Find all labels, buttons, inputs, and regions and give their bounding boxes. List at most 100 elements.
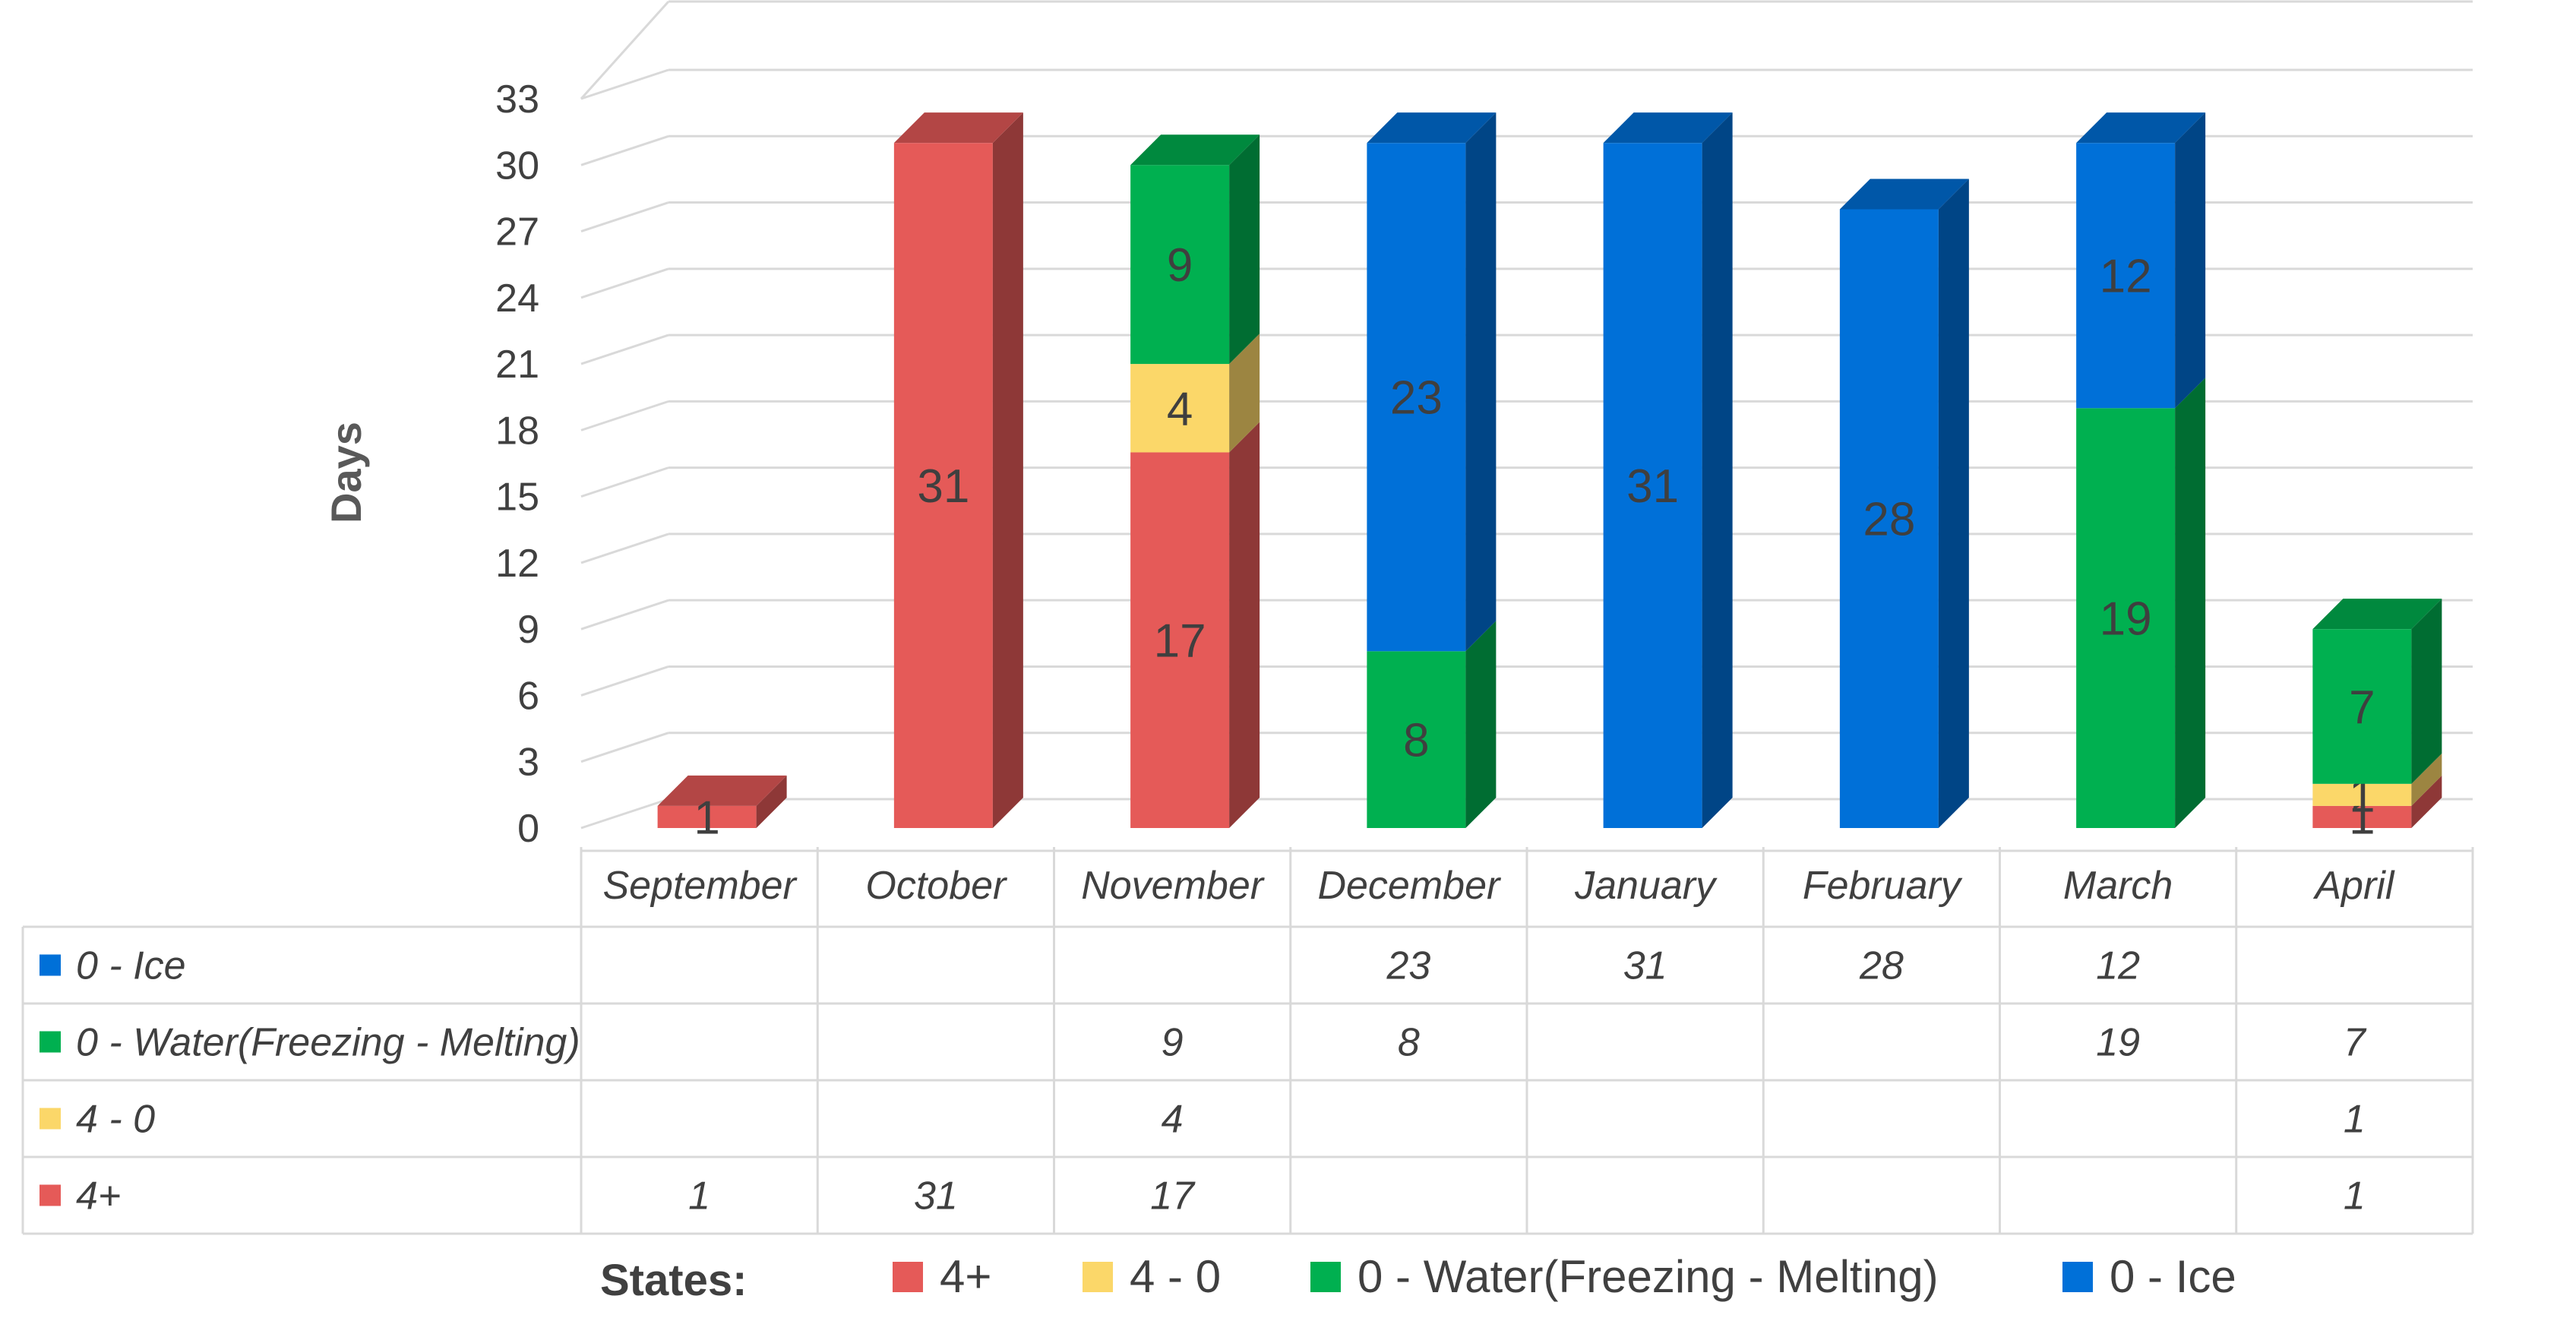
legend-swatch	[2062, 1262, 2093, 1292]
bar-data-label: 12	[2100, 251, 2152, 303]
table-legend-key	[40, 1108, 61, 1130]
bar-data-label: 31	[917, 460, 969, 513]
y-tick-label: 12	[495, 542, 539, 586]
table-legend-key	[40, 1184, 61, 1206]
bar-face	[893, 143, 993, 828]
y-tick-label: 3	[517, 741, 539, 785]
y-tick-label: 18	[495, 409, 539, 453]
bar-top	[1367, 112, 1497, 144]
bar-face	[1839, 209, 1939, 828]
gridline-diag	[580, 599, 669, 631]
bar-face	[1603, 143, 1702, 828]
bar-side	[756, 775, 787, 828]
bar-top	[2076, 112, 2206, 144]
table-cell: 7	[2344, 1021, 2367, 1065]
table-cell: 1	[2344, 1098, 2366, 1142]
y-axis-ticks: 0 3 6 9 12 15 18 21 24 27 30 33	[495, 77, 539, 851]
gridline-diag	[580, 400, 669, 431]
bar-side	[1465, 621, 1497, 828]
bar-face	[2076, 408, 2176, 828]
y-axis-title: Days	[322, 422, 370, 523]
legend-swatch	[1310, 1262, 1341, 1292]
table-cell: 1	[2344, 1174, 2366, 1218]
bar-face	[1367, 651, 1466, 828]
bar-face	[1130, 364, 1230, 453]
x-category-label: February	[1803, 864, 1963, 908]
bar-data-label: 31	[1626, 460, 1679, 513]
y-tick-label: 0	[517, 807, 539, 851]
table-cell: 31	[914, 1174, 958, 1218]
bar-segment-october: 31	[893, 112, 1023, 828]
bar-face	[2312, 629, 2412, 784]
y-tick-label: 6	[517, 674, 539, 718]
x-category-label: March	[2063, 864, 2173, 908]
bar-side	[2411, 775, 2442, 828]
bar-segment-november: 17	[1130, 422, 1260, 828]
bar-segment-december: 23	[1367, 112, 1497, 652]
x-category-label: January	[1574, 864, 1718, 908]
bar-side	[2175, 378, 2206, 829]
gridline-diag	[580, 267, 669, 299]
gridline-diag	[580, 134, 669, 166]
table-legend-key	[40, 954, 61, 976]
bar-face	[657, 805, 757, 828]
gridline-diag	[580, 732, 669, 763]
gridline-diag	[580, 466, 669, 498]
bar-segment-november: 4	[1130, 333, 1260, 453]
legend-item: 4+	[940, 1251, 991, 1302]
table-cell: 12	[2096, 944, 2140, 988]
y-tick-label: 33	[495, 77, 539, 122]
bar-top	[893, 112, 1023, 144]
bar-face	[2076, 143, 2176, 409]
bar-segment-february: 28	[1839, 179, 1969, 829]
bar-side	[992, 112, 1023, 828]
legend-swatch	[1083, 1262, 1113, 1292]
bar-segment-march: 19	[2076, 378, 2206, 829]
table-cell: 8	[1398, 1021, 1420, 1065]
bar-data-label: 19	[2100, 593, 2152, 646]
bar-data-label: 17	[1154, 615, 1206, 668]
bar-segment-september: 1	[657, 775, 787, 844]
bar-side	[2411, 753, 2442, 806]
bar-data-label: 28	[1863, 494, 1915, 546]
table-cell: 23	[1386, 944, 1430, 988]
table-cell: 1	[688, 1174, 710, 1218]
legend-item: 0 - Ice	[2110, 1251, 2236, 1302]
gridline-diag	[580, 533, 669, 564]
gridline-diag	[580, 68, 669, 100]
bar-top	[1130, 134, 1260, 166]
bar-side	[1938, 179, 1969, 829]
bar-data-label: 4	[1167, 383, 1193, 435]
table-row-label: 4 - 0	[76, 1098, 155, 1142]
bar-side	[1465, 112, 1497, 652]
y-tick-label: 24	[495, 277, 539, 321]
bar-data-label: 23	[1390, 372, 1443, 425]
bar-side	[2411, 599, 2442, 784]
bar-top	[2312, 599, 2442, 630]
bar-face	[1130, 165, 1230, 365]
gridline-diag	[580, 798, 669, 830]
bar-side	[1702, 112, 1733, 828]
x-category-label: December	[1317, 864, 1502, 908]
data-table: September October November December January F…	[21, 847, 2474, 1235]
bar-segment-april: 7	[2312, 599, 2442, 784]
x-category-label: October	[865, 864, 1008, 908]
bar-side	[1229, 333, 1260, 453]
bar-side	[2175, 112, 2206, 409]
bar-face	[1367, 143, 1466, 652]
gridline-diag	[580, 201, 669, 232]
bar-face	[2312, 805, 2412, 828]
bar-face	[2312, 783, 2412, 806]
table-row-label: 4+	[76, 1174, 121, 1218]
bar-segment-november: 9	[1130, 134, 1260, 365]
table-cell: 19	[2096, 1021, 2140, 1065]
x-category-label: April	[2312, 864, 2394, 908]
table-cell: 4	[1162, 1098, 1184, 1142]
table-legend-key	[40, 1031, 61, 1053]
bar-top	[1603, 112, 1733, 144]
bar-segment-december: 8	[1367, 621, 1497, 828]
gridline-diag	[580, 333, 669, 365]
y-tick-label: 30	[495, 144, 539, 188]
